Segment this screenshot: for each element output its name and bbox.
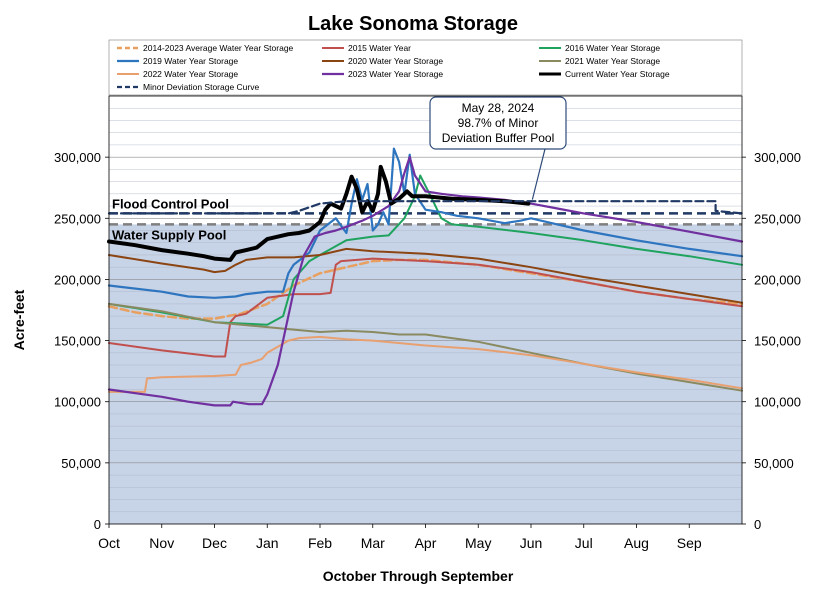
legend-label: 2022 Water Year Storage bbox=[143, 69, 238, 79]
y-tick-label-right: 300,000 bbox=[754, 150, 801, 165]
series-line-3 bbox=[107, 147, 744, 299]
series-line-1 bbox=[108, 257, 743, 358]
legend-label: 2020 Water Year Storage bbox=[348, 56, 443, 66]
y-tick-label-right: 50,000 bbox=[754, 456, 794, 471]
legend-label: 2019 Water Year Storage bbox=[143, 56, 238, 66]
y-tick-label: 0 bbox=[94, 517, 101, 532]
flood-control-label: Flood Control Pool bbox=[112, 196, 229, 211]
x-axis-label: October Through September bbox=[323, 568, 514, 584]
x-tick-label: Jun bbox=[520, 535, 543, 551]
series-line-6 bbox=[108, 335, 743, 393]
legend-label: Minor Deviation Storage Curve bbox=[143, 82, 259, 92]
y-tick-label-right: 100,000 bbox=[754, 395, 801, 410]
series-line-9 bbox=[107, 200, 744, 215]
legend-label: Current Water Year Storage bbox=[565, 69, 670, 79]
y-tick-label-right: 0 bbox=[754, 517, 761, 532]
water-supply-label: Water Supply Pool bbox=[112, 227, 226, 242]
legend-box bbox=[108, 39, 743, 96]
x-tick-label: Aug bbox=[624, 535, 649, 551]
plot-area: Flood Control Pool Water Supply Pool May 2… bbox=[107, 96, 744, 524]
x-tick-label: Sep bbox=[677, 535, 702, 551]
y-tick-label: 50,000 bbox=[61, 456, 101, 471]
x-tick-label: Nov bbox=[149, 535, 174, 551]
x-tick-label: Jul bbox=[575, 535, 593, 551]
legend: 2014-2023 Average Water Year Storage 2015… bbox=[108, 39, 743, 96]
x-tick-label: Feb bbox=[308, 535, 332, 551]
y-tick-label: 300,000 bbox=[54, 150, 101, 165]
x-tick-label: Oct bbox=[98, 535, 120, 551]
annotation-box bbox=[429, 96, 567, 150]
y-tick-label-right: 250,000 bbox=[754, 211, 801, 226]
annotation-text: Deviation Buffer Pool bbox=[442, 131, 555, 145]
legend-label: 2023 Water Year Storage bbox=[348, 69, 443, 79]
y-tick-label-right: 150,000 bbox=[754, 334, 801, 349]
x-tick-label: Jan bbox=[256, 535, 279, 551]
annotation-pointer bbox=[531, 148, 546, 200]
y-tick-label: 200,000 bbox=[54, 272, 101, 287]
series-line-4 bbox=[108, 247, 743, 304]
annotation-text: May 28, 2024 bbox=[462, 101, 535, 115]
series-line-2 bbox=[108, 174, 743, 326]
x-tick-label: Mar bbox=[361, 535, 385, 551]
x-tick-label: Dec bbox=[202, 535, 227, 551]
legend-label: 2021 Water Year Storage bbox=[565, 56, 660, 66]
annotation-text: 98.7% of Minor bbox=[458, 116, 539, 130]
x-tick-label: Apr bbox=[415, 535, 437, 551]
y-axis-label: Acre-feet bbox=[11, 289, 27, 350]
y-tick-label: 100,000 bbox=[54, 395, 101, 410]
series-line-8 bbox=[107, 164, 531, 262]
axes: 0 0 50,000 50,000 100,000 100,000 150,000 150,0… bbox=[54, 95, 801, 551]
y-tick-label-right: 200,000 bbox=[754, 272, 801, 287]
y-tick-label: 150,000 bbox=[54, 334, 101, 349]
x-tick-label: May bbox=[465, 535, 491, 551]
legend-label: 2016 Water Year Storage bbox=[565, 43, 660, 53]
legend-label: 2015 Water Year bbox=[348, 43, 411, 53]
chart-title: Lake Sonoma Storage bbox=[308, 13, 518, 35]
y-tick-label: 250,000 bbox=[54, 211, 101, 226]
legend-label: 2014-2023 Average Water Year Storage bbox=[143, 43, 294, 53]
